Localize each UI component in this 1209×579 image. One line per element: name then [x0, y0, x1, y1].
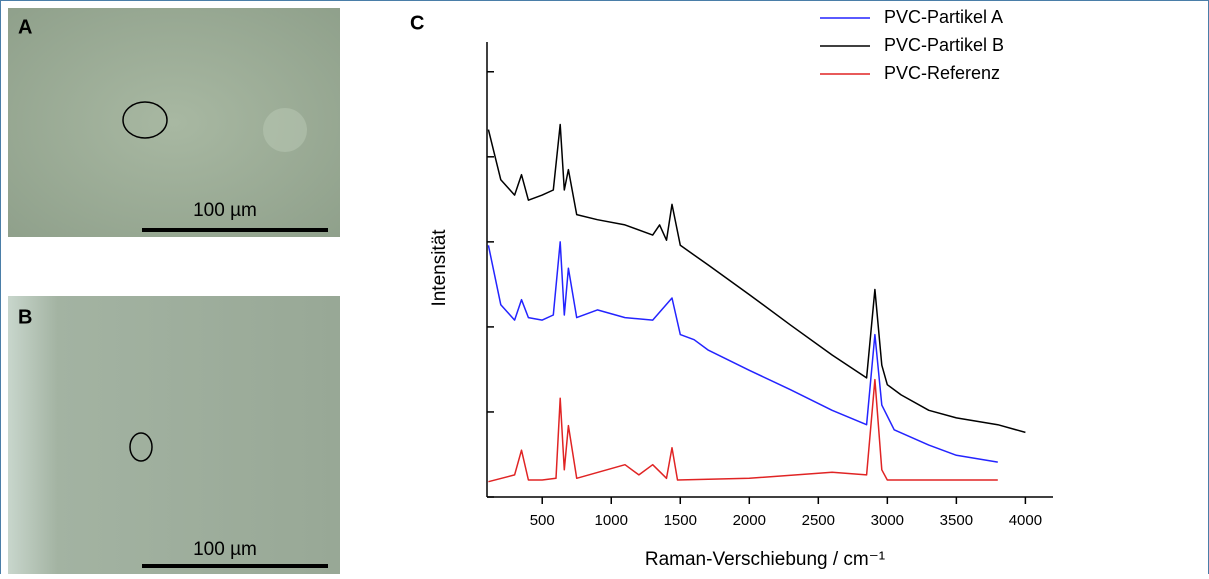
legend-label: PVC-Referenz [884, 63, 1000, 83]
x-tick-label: 500 [530, 512, 555, 529]
x-tick-label: 2000 [733, 512, 766, 529]
x-tick-label: 4000 [1009, 512, 1042, 529]
micrograph-b [8, 296, 340, 574]
x-tick-label: 3000 [871, 512, 904, 529]
marker-ellipse [122, 101, 168, 139]
spectrum-line [487, 123, 1026, 434]
panel-label: B [18, 306, 32, 328]
spectrum-line [488, 378, 998, 483]
panel-label: A [18, 16, 32, 38]
x-tick-label: 2500 [802, 512, 835, 529]
legend-label: PVC-Partikel A [884, 7, 1003, 27]
spectrum-line [487, 241, 998, 463]
legend-label: PVC-Partikel B [884, 35, 1004, 55]
x-tick-label: 1000 [595, 512, 628, 529]
scale-bar-label: 100 µm [193, 200, 257, 221]
scale-bar-label: 100 µm [193, 539, 257, 560]
marker-ellipse [129, 432, 153, 462]
x-axis-label: Raman-Verschiebung / cm⁻¹ [645, 549, 885, 570]
y-axis-label: Intensität [429, 229, 450, 307]
x-tick-label: 1500 [664, 512, 697, 529]
particle [263, 108, 307, 152]
x-tick-label: 3500 [940, 512, 973, 529]
panel-label: C [410, 12, 424, 34]
